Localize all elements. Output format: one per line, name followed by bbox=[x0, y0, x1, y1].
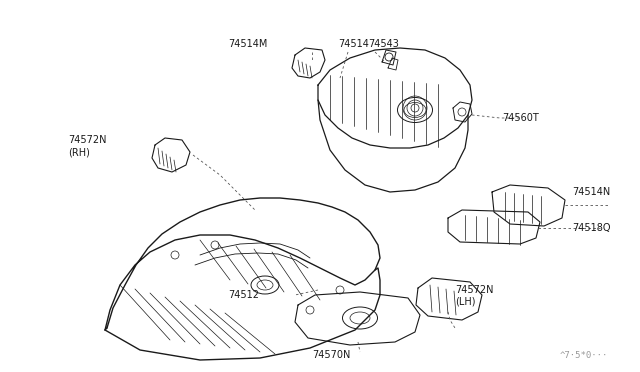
Text: 74514N: 74514N bbox=[572, 187, 611, 197]
Text: 74560T: 74560T bbox=[502, 113, 539, 123]
Text: 74570N: 74570N bbox=[312, 350, 350, 360]
Text: 74572N: 74572N bbox=[68, 135, 106, 145]
Text: ^7·5*0···: ^7·5*0··· bbox=[560, 351, 609, 360]
Text: 74543: 74543 bbox=[368, 39, 399, 49]
Text: (LH): (LH) bbox=[455, 297, 476, 307]
Text: (RH): (RH) bbox=[68, 147, 90, 157]
Text: 74514M: 74514M bbox=[228, 39, 268, 49]
Text: 74512: 74512 bbox=[228, 290, 259, 300]
Text: 74518Q: 74518Q bbox=[572, 223, 611, 233]
Text: 74572N: 74572N bbox=[455, 285, 493, 295]
Text: 74514: 74514 bbox=[338, 39, 369, 49]
